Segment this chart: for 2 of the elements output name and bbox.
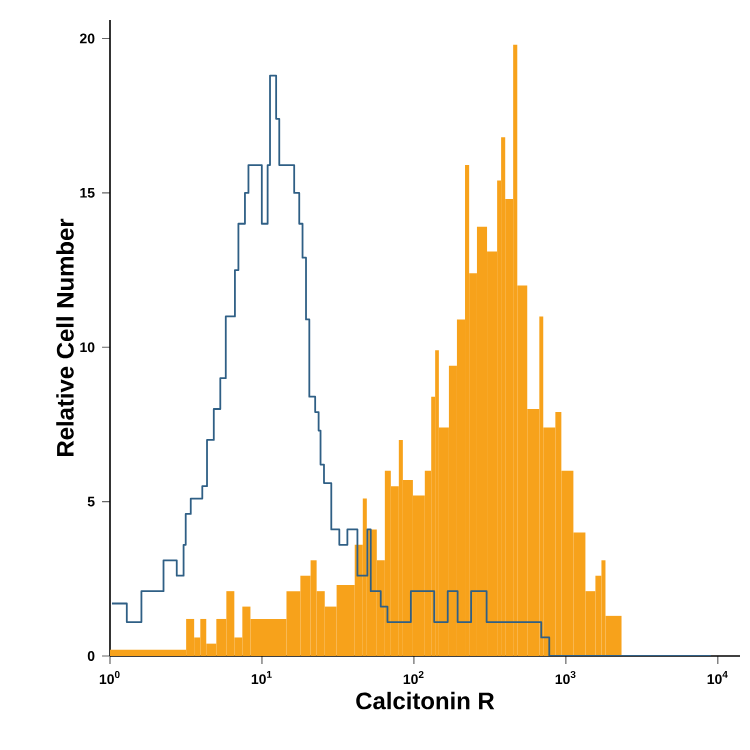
x-axis-title: Calcitonin R bbox=[356, 691, 495, 710]
y-axis-title: Relative Cell Number bbox=[56, 218, 74, 456]
